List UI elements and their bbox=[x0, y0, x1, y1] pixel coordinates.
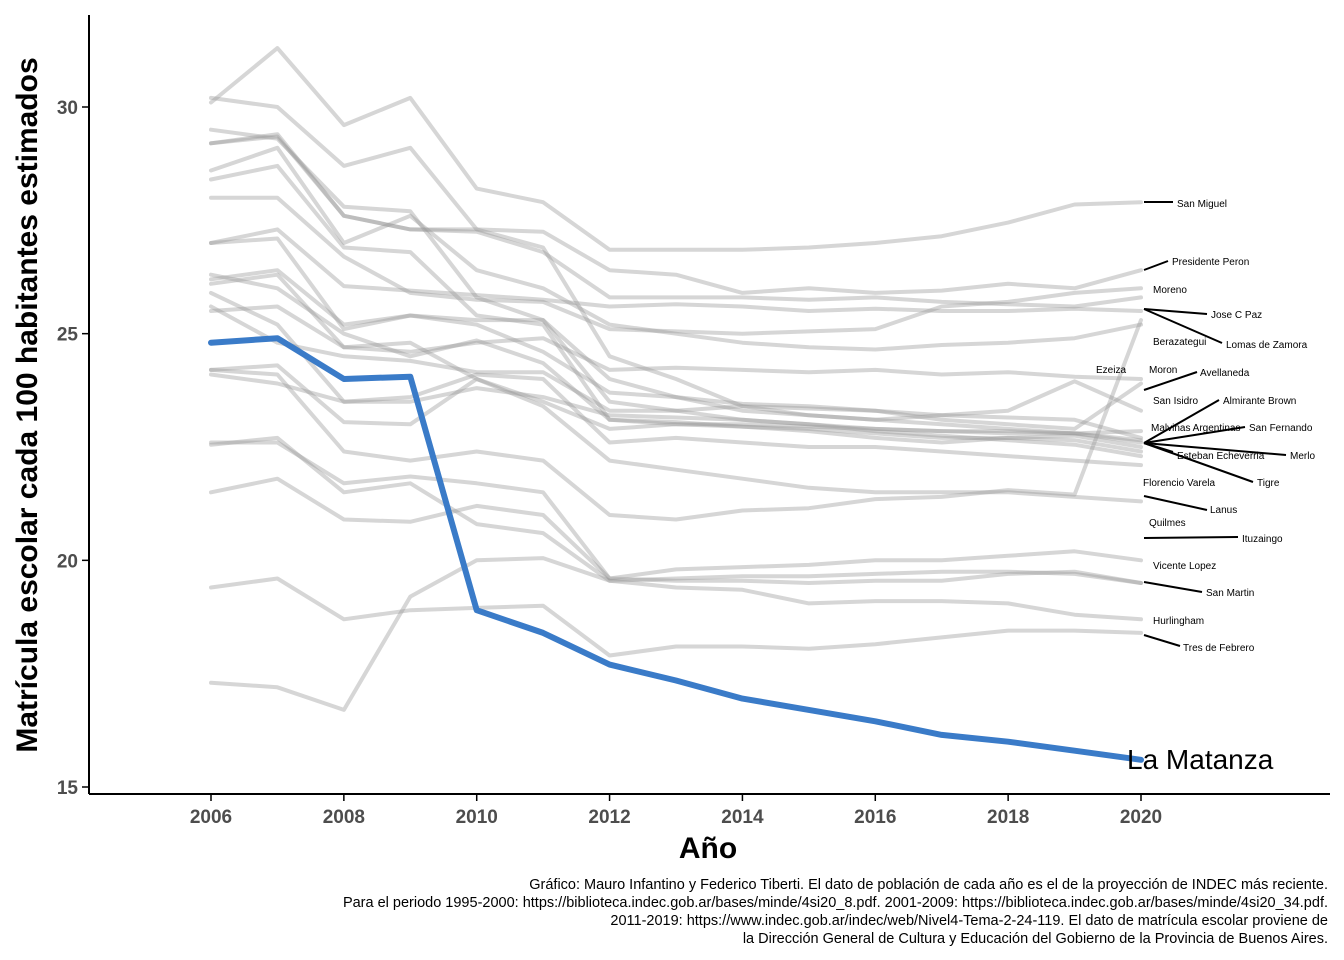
series-line bbox=[209, 132, 1143, 309]
label-leader-line bbox=[1143, 581, 1203, 593]
series-line bbox=[209, 372, 1143, 459]
label-leader-line bbox=[1143, 308, 1223, 344]
series-line bbox=[209, 127, 1143, 422]
series-label: San Miguel bbox=[1177, 199, 1227, 210]
label-leader-line bbox=[1143, 634, 1181, 647]
series-label: Quilmes bbox=[1149, 518, 1186, 529]
x-axis-title: Año bbox=[679, 832, 737, 865]
y-tick-label: 20 bbox=[57, 551, 78, 572]
series-label: Malvinas Argentinas bbox=[1151, 423, 1241, 434]
x-tick-label: 2014 bbox=[721, 807, 764, 828]
label-leader-line bbox=[1143, 495, 1208, 511]
series-line bbox=[209, 268, 1143, 440]
x-tick-label: 2006 bbox=[190, 807, 232, 828]
series-label: Ezeiza bbox=[1096, 365, 1126, 376]
series-line bbox=[209, 556, 1143, 712]
series-label: San Isidro bbox=[1153, 396, 1198, 407]
series-line bbox=[209, 363, 1143, 504]
series-line bbox=[209, 440, 1143, 581]
series-label: Tigre bbox=[1257, 478, 1280, 489]
highlight-layer bbox=[208, 335, 1144, 763]
series-line bbox=[209, 304, 1143, 381]
y-tick-label: 25 bbox=[57, 325, 79, 346]
label-leader-line bbox=[1143, 371, 1198, 391]
series-line bbox=[209, 318, 1143, 522]
chart-caption: Gráfico: Mauro Infantino y Federico Tibe… bbox=[128, 876, 1328, 948]
y-tick-label: 15 bbox=[57, 778, 79, 799]
series-layer bbox=[209, 46, 1143, 712]
series-label: Presidente Peron bbox=[1172, 257, 1249, 268]
label-leader-line bbox=[1143, 399, 1220, 444]
x-tick-label: 2010 bbox=[456, 807, 498, 828]
series-label: Ituzaingo bbox=[1242, 534, 1283, 545]
y-tick-label: 30 bbox=[57, 98, 78, 119]
highlight-series-label: La Matanza bbox=[1127, 744, 1274, 775]
line-chart: San Miguel Presidente Peron Moreno Jose C P… bbox=[11, 15, 1330, 865]
series-label: Hurlingham bbox=[1153, 616, 1204, 627]
label-leader-line bbox=[1143, 442, 1287, 456]
label-leader-line bbox=[1143, 442, 1254, 483]
caption-line: 2011-2019: https://www.indec.gob.ar/inde… bbox=[610, 913, 1328, 929]
series-label: Esteban Echeverria bbox=[1177, 451, 1265, 462]
label-leader-line bbox=[1143, 536, 1239, 539]
series-line bbox=[209, 134, 1143, 295]
y-axis-title: Matrícula escolar cada 100 habitantes es… bbox=[11, 57, 44, 752]
series-line bbox=[209, 145, 1143, 352]
series-label: Florencio Varela bbox=[1143, 478, 1216, 489]
series-line bbox=[209, 227, 1143, 313]
series-line bbox=[209, 576, 1143, 658]
label-leader-line bbox=[1143, 308, 1208, 315]
series-line bbox=[209, 95, 1143, 443]
series-label: Berazategui bbox=[1153, 337, 1206, 348]
x-tick-label: 2018 bbox=[987, 807, 1029, 828]
series-label: Avellaneda bbox=[1200, 368, 1250, 379]
series-line bbox=[209, 435, 1143, 622]
series-line bbox=[209, 46, 1143, 252]
series-label: Vicente Lopez bbox=[1153, 561, 1216, 572]
label-leader-line bbox=[1143, 426, 1246, 444]
label-layer: San Miguel Presidente Peron Moreno Jose C P… bbox=[1096, 199, 1315, 775]
series-label: Almirante Brown bbox=[1223, 396, 1296, 407]
series-line bbox=[209, 195, 1143, 336]
series-line bbox=[209, 163, 1143, 454]
series-line-highlight bbox=[208, 335, 1144, 763]
series-label: Merlo bbox=[1290, 451, 1315, 462]
x-tick-label: 2008 bbox=[323, 807, 365, 828]
x-tick-label: 2012 bbox=[588, 807, 630, 828]
series-label: Lanus bbox=[1210, 505, 1237, 516]
series-line bbox=[209, 272, 1143, 449]
series-label: San Martin bbox=[1206, 588, 1254, 599]
label-leader-line bbox=[1143, 260, 1169, 271]
series-line bbox=[209, 272, 1143, 436]
series-line bbox=[209, 304, 1143, 431]
series-line bbox=[209, 290, 1143, 468]
caption-line: la Dirección General de Cultura y Educac… bbox=[742, 931, 1328, 947]
series-label: Jose C Paz bbox=[1211, 310, 1262, 321]
series-line bbox=[209, 236, 1143, 445]
series-label: Tres de Febrero bbox=[1183, 643, 1255, 654]
axis-layer: 2006 2008 2010 2012 2014 2016 2018 2020 15 20 25 30 bbox=[57, 15, 1330, 828]
caption-line: Para el periodo 1995-2000: https://bibli… bbox=[342, 895, 1328, 911]
series-label: Moreno bbox=[1153, 285, 1187, 296]
series-label: Moron bbox=[1149, 365, 1177, 376]
series-line bbox=[209, 476, 1143, 585]
series-label: Lomas de Zamora bbox=[1226, 340, 1308, 351]
x-tick-label: 2020 bbox=[1120, 807, 1162, 828]
series-label: San Fernando bbox=[1249, 423, 1313, 434]
x-tick-label: 2016 bbox=[854, 807, 896, 828]
caption-line: Gráfico: Mauro Infantino y Federico Tibe… bbox=[529, 877, 1328, 893]
